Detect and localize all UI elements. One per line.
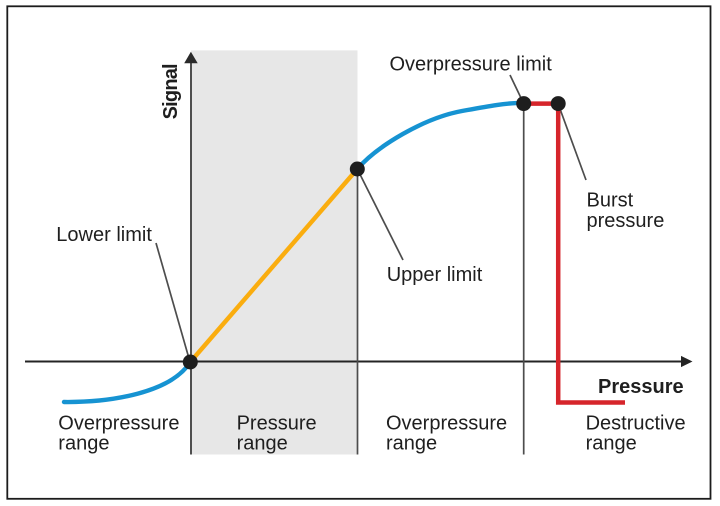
svg-text:range: range [386, 433, 437, 455]
svg-text:pressure: pressure [587, 210, 665, 232]
svg-text:Overpressure: Overpressure [386, 413, 507, 435]
svg-text:range: range [586, 433, 637, 455]
svg-text:Destructive: Destructive [586, 413, 686, 435]
svg-text:Pressure: Pressure [598, 376, 684, 398]
svg-text:Burst: Burst [587, 190, 634, 212]
svg-text:Pressure: Pressure [237, 413, 317, 435]
svg-text:Overpressure: Overpressure [58, 413, 179, 435]
svg-text:Overpressure limit: Overpressure limit [390, 54, 553, 76]
svg-text:Signal: Signal [160, 64, 182, 119]
svg-text:Upper limit: Upper limit [387, 264, 483, 286]
svg-text:range: range [237, 433, 288, 455]
svg-text:range: range [58, 433, 109, 455]
svg-text:Lower limit: Lower limit [56, 224, 152, 246]
